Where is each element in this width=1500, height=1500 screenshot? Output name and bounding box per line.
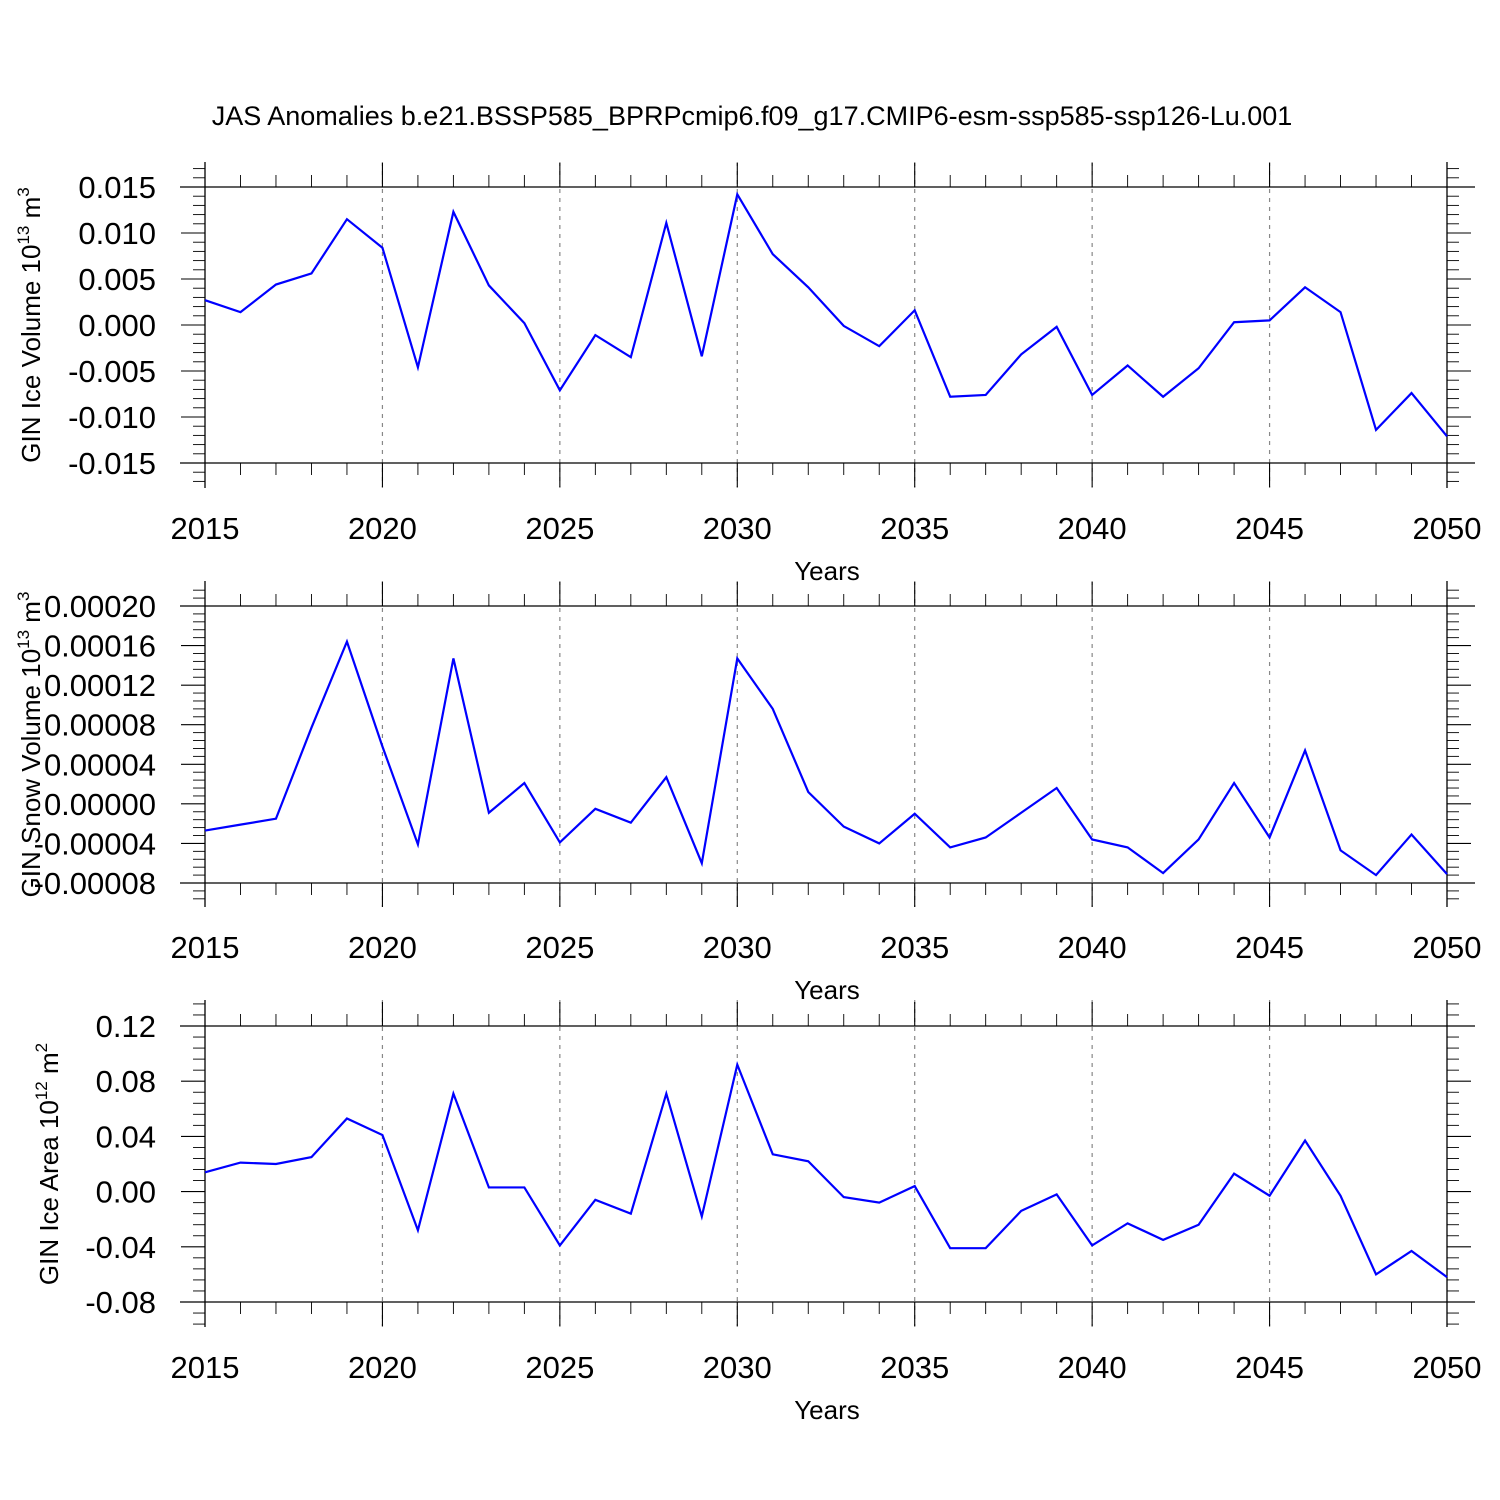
x-tick-label-2030: 2030 bbox=[703, 1350, 772, 1385]
y-tick-label-2: 0.00 bbox=[96, 1175, 156, 1210]
y-tick-label-2: -0.005 bbox=[68, 354, 156, 389]
y-tick-label-5: 0.12 bbox=[96, 1009, 156, 1044]
x-tick-label-2020: 2020 bbox=[348, 930, 417, 965]
chart-panel-3: 2015 2020 2025 2030 2035 2040 2045 2050 -0.08 -0.… bbox=[32, 1000, 1481, 1425]
x-tick-label-2025: 2025 bbox=[525, 1350, 594, 1385]
y-tick-label-4: 0.08 bbox=[96, 1064, 156, 1099]
x-tick-label-2050: 2050 bbox=[1413, 930, 1482, 965]
y-tick-label-2: 0.00000 bbox=[44, 787, 156, 822]
y-axis-title: GIN Ice Area 1012 m2 bbox=[32, 1043, 64, 1285]
chart-title: JAS Anomalies b.e21.BSSP585_BPRPcmip6.f0… bbox=[212, 101, 1293, 131]
y-tick-label-4: 0.00008 bbox=[44, 708, 156, 743]
x-tick-label-2035: 2035 bbox=[880, 930, 949, 965]
y-tick-label-3: 0.00004 bbox=[44, 747, 156, 782]
x-tick-label-2045: 2045 bbox=[1235, 1350, 1304, 1385]
y-axis-title: GIN Ice Volume 1013 m3 bbox=[14, 187, 46, 463]
x-tick-label-2025: 2025 bbox=[525, 930, 594, 965]
x-tick-label-2015: 2015 bbox=[171, 1350, 240, 1385]
y-tick-label-3: 0.000 bbox=[78, 308, 156, 343]
x-tick-label-2015: 2015 bbox=[171, 930, 240, 965]
x-tick-label-2050: 2050 bbox=[1413, 1350, 1482, 1385]
x-tick-label-2045: 2045 bbox=[1235, 930, 1304, 965]
y-tick-label-0: -0.00008 bbox=[34, 866, 156, 901]
x-axis-title: Years bbox=[794, 556, 860, 586]
y-tick-label-6: 0.015 bbox=[78, 170, 156, 205]
series-line-GIN Ice Volume bbox=[204, 191, 1448, 438]
x-tick-label-2025: 2025 bbox=[525, 511, 594, 546]
x-tick-label-2040: 2040 bbox=[1058, 1350, 1127, 1385]
y-tick-label-7: 0.00020 bbox=[44, 589, 156, 624]
chart-panel-1: 2015 2020 2025 2030 2035 2040 2045 2050 -0.015 -0… bbox=[14, 162, 1481, 586]
x-tick-label-2035: 2035 bbox=[880, 1350, 949, 1385]
y-tick-label-1: -0.00004 bbox=[34, 826, 156, 861]
y-tick-label-0: -0.015 bbox=[68, 446, 156, 481]
panels: 2015 2020 2025 2030 2035 2040 2045 2050 -0.015 -0… bbox=[14, 162, 1481, 1425]
x-tick-label-2015: 2015 bbox=[171, 511, 240, 546]
x-tick-label-2045: 2045 bbox=[1235, 511, 1304, 546]
x-tick-label-2020: 2020 bbox=[348, 511, 417, 546]
y-tick-label-4: 0.005 bbox=[78, 262, 156, 297]
x-tick-label-2040: 2040 bbox=[1058, 930, 1127, 965]
series-line-GIN Ice Area bbox=[204, 1060, 1448, 1279]
x-tick-label-2050: 2050 bbox=[1413, 511, 1482, 546]
x-tick-label-2040: 2040 bbox=[1058, 511, 1127, 546]
series-line-GIN Snow Volume bbox=[204, 638, 1448, 877]
y-tick-label-0: -0.08 bbox=[85, 1285, 156, 1320]
x-axis-title: Years bbox=[794, 975, 860, 1005]
y-tick-label-1: -0.04 bbox=[85, 1230, 156, 1265]
x-axis-title: Years bbox=[794, 1395, 860, 1425]
y-tick-label-5: 0.00012 bbox=[44, 668, 156, 703]
x-tick-label-2030: 2030 bbox=[703, 930, 772, 965]
x-tick-label-2020: 2020 bbox=[348, 1350, 417, 1385]
chart-panel-2: 2015 2020 2025 2030 2035 2040 2045 2050 -0.00008… bbox=[14, 581, 1481, 1005]
y-tick-label-3: 0.04 bbox=[96, 1119, 156, 1154]
y-tick-label-1: -0.010 bbox=[68, 400, 156, 435]
y-tick-label-6: 0.00016 bbox=[44, 629, 156, 664]
x-tick-label-2035: 2035 bbox=[880, 511, 949, 546]
y-axis-title: GIN Snow Volume 1013 m3 bbox=[14, 592, 46, 898]
y-tick-label-5: 0.010 bbox=[78, 216, 156, 251]
x-tick-label-2030: 2030 bbox=[703, 511, 772, 546]
